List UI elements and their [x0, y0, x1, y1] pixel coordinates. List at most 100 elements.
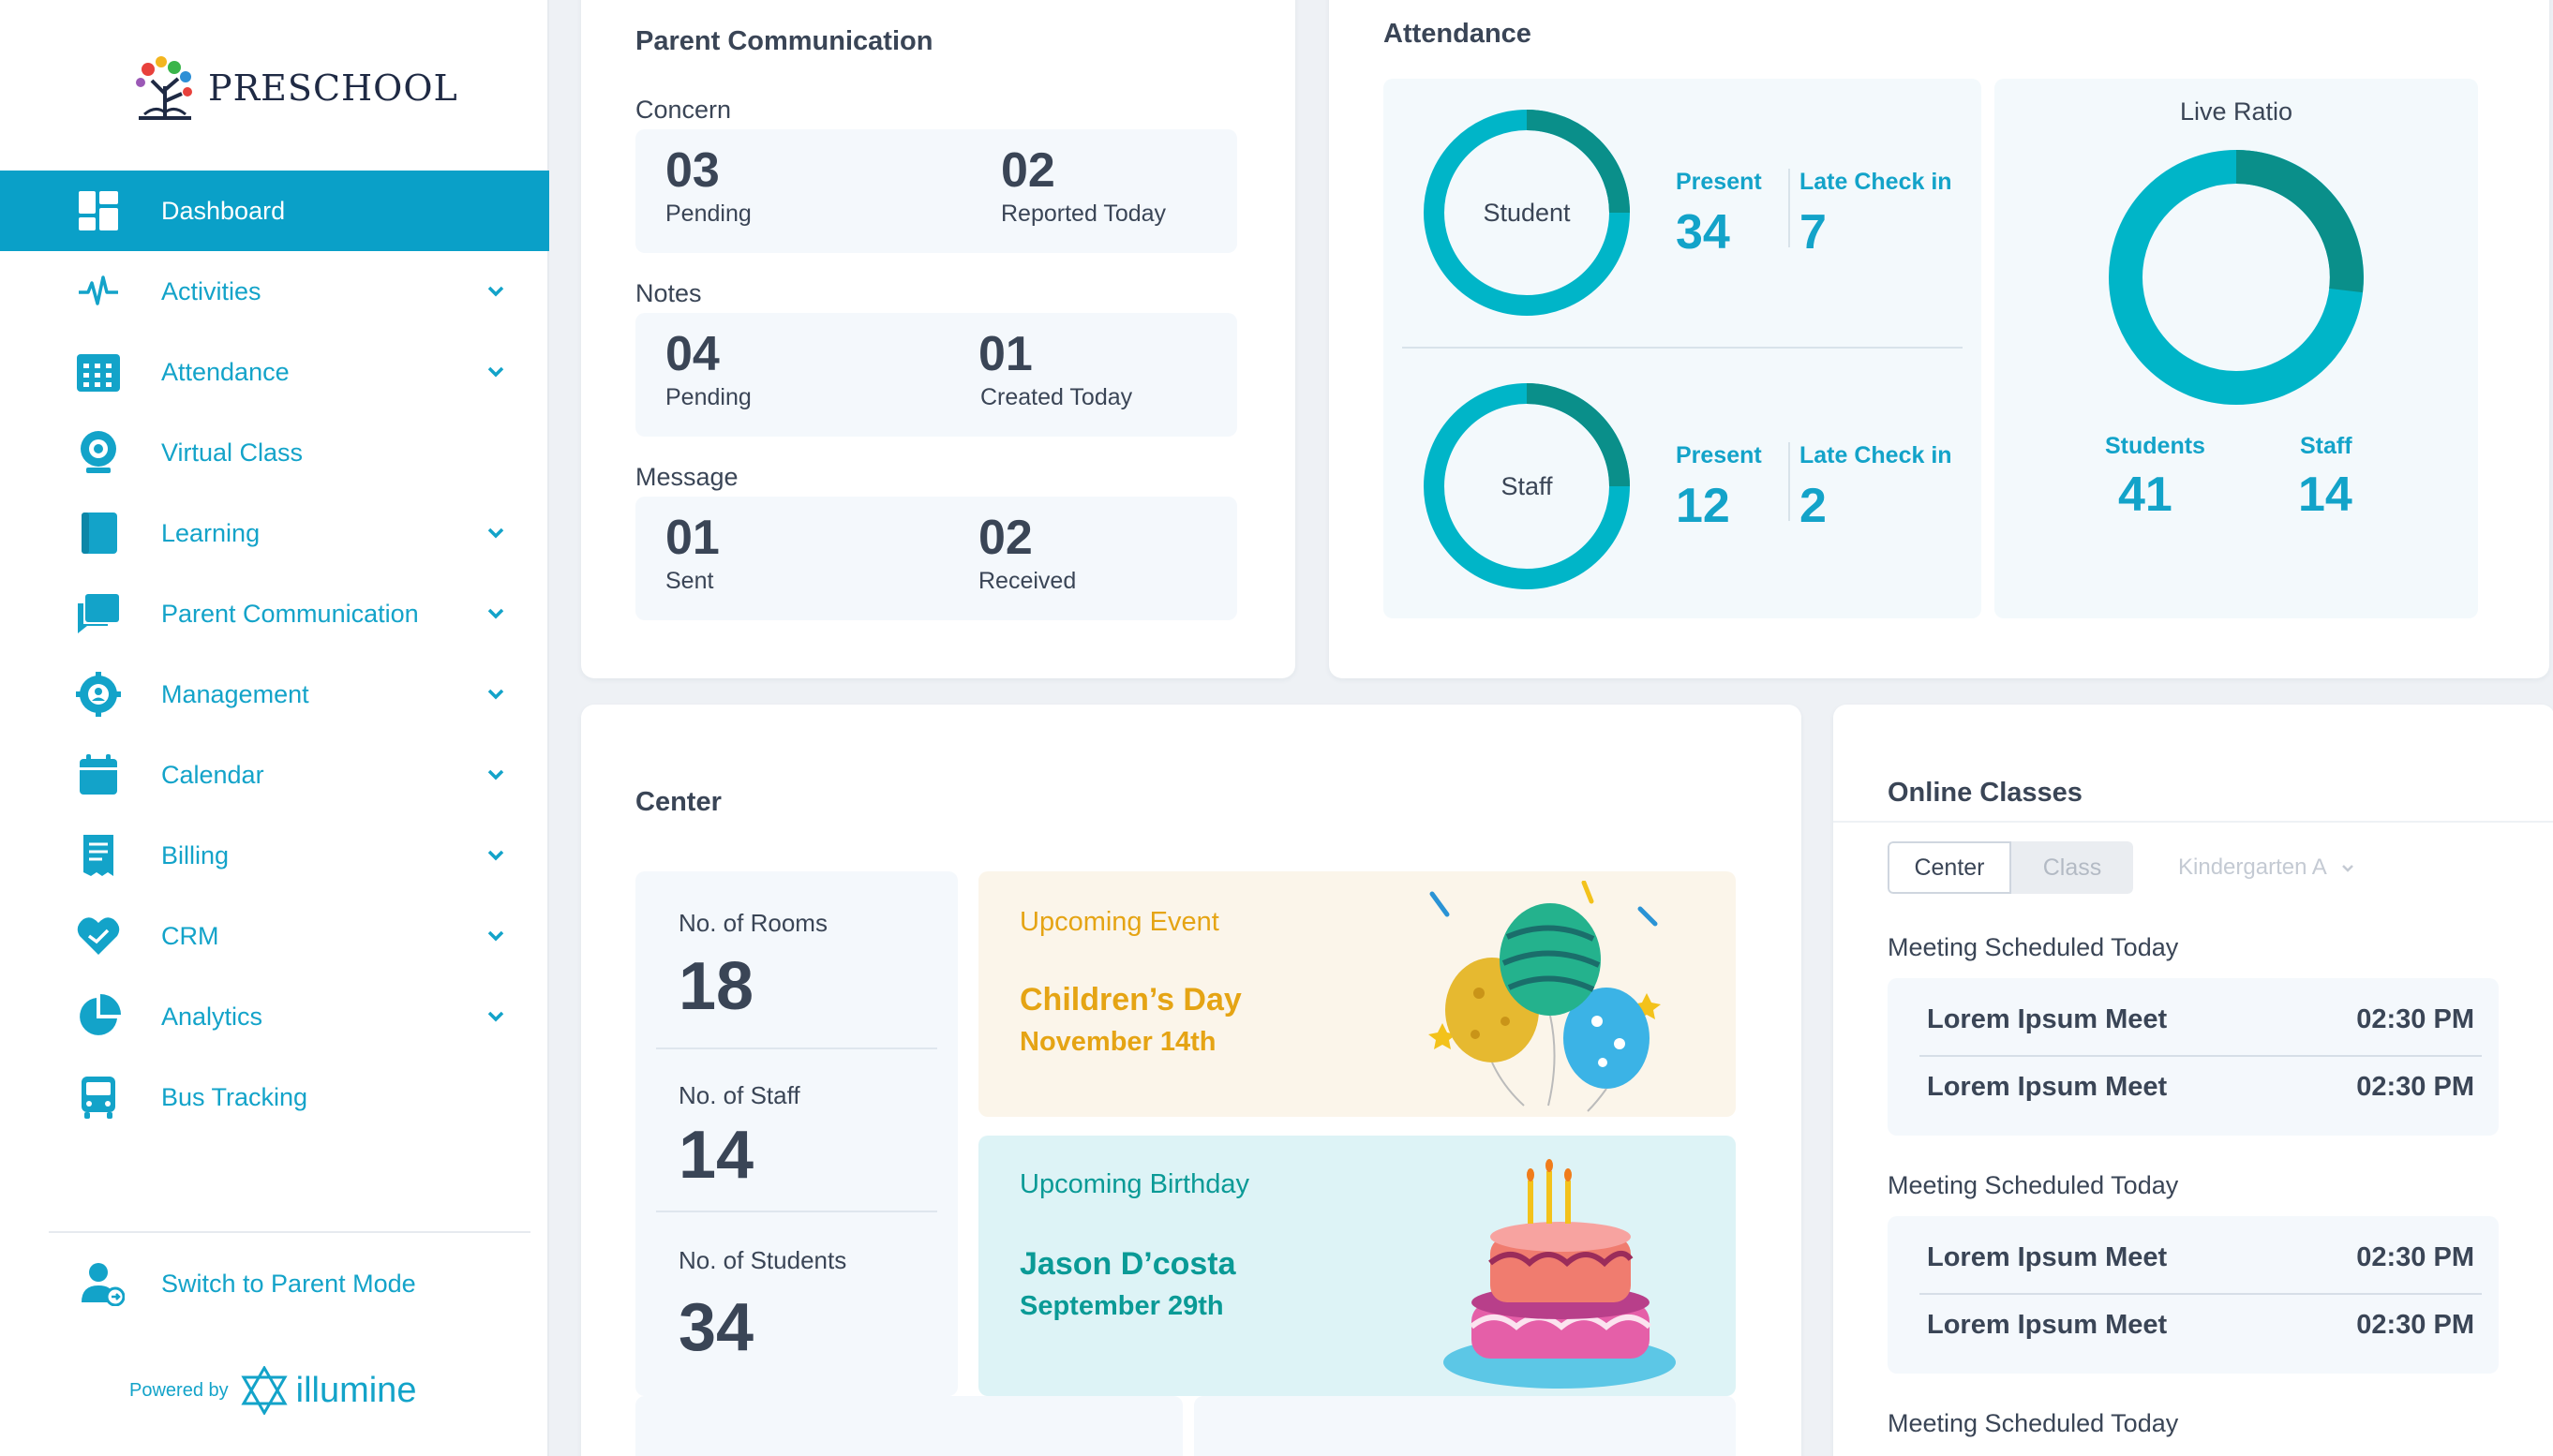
stat-divider [656, 1047, 937, 1049]
live-students-value: 41 [2118, 468, 2172, 522]
sidebar-item-label: Management [161, 679, 309, 708]
sidebar-item-virtual-class[interactable]: Virtual Class [0, 412, 549, 493]
separator [1788, 442, 1790, 521]
powered-brand: illumine [295, 1370, 417, 1410]
live-ratio-donut [2109, 150, 2364, 405]
online-classes-card: Online Classes Center Class Kindergarten… [1833, 705, 2553, 1456]
attendance-panel: Student Present 34 Late Check in 7 Staff… [1383, 79, 1981, 618]
sidebar-item-activities[interactable]: Activities [0, 251, 549, 332]
notes-label: Notes [635, 279, 702, 307]
meeting-time: 02:30 PM [2356, 1071, 2474, 1102]
birthday-heading: Upcoming Birthday [1020, 1169, 1249, 1199]
card-title: Center [635, 787, 722, 817]
sidebar-item-label: Learning [161, 518, 261, 547]
illumine-logo-icon [241, 1366, 288, 1415]
concern-box[interactable]: 03 Pending 02 Reported Today [635, 129, 1237, 253]
message-received-value: 02 [978, 511, 1033, 565]
student-donut-label: Student [1483, 199, 1571, 227]
notes-created-caption: Created Today [980, 384, 1133, 410]
meeting-time: 02:30 PM [2356, 1309, 2474, 1340]
center-bottom-box [1194, 1396, 1736, 1456]
panel-divider [1402, 347, 1963, 349]
notes-box[interactable]: 04 Pending 01 Created Today [635, 313, 1237, 437]
birthday-name: Jason D’costa [1020, 1246, 1236, 1282]
meeting-section-label: Meeting Scheduled Today [1888, 1171, 2179, 1199]
sidebar-item-bus-tracking[interactable]: Bus Tracking [0, 1057, 549, 1137]
concern-reported-caption: Reported Today [1001, 201, 1167, 227]
meeting-row[interactable]: Lorem Ipsum Meet 02:30 PM [1927, 989, 2474, 1049]
upcoming-event-card[interactable]: Upcoming Event Children’s Day November 1… [978, 871, 1736, 1117]
sidebar-nav: Dashboard Activities Attendance Virtual … [0, 171, 549, 1137]
chevron-down-icon[interactable] [484, 602, 508, 626]
staff-present-label: Present [1676, 442, 1762, 468]
tab-center[interactable]: Center [1888, 841, 2011, 894]
meeting-row[interactable]: Lorem Ipsum Meet 02:30 PM [1927, 1295, 2474, 1355]
student-donut [1424, 110, 1630, 316]
sidebar-item-label: Bus Tracking [161, 1082, 308, 1111]
student-present-value: 34 [1676, 205, 1730, 260]
chevron-down-icon[interactable] [484, 279, 508, 304]
bus-icon [75, 1074, 122, 1121]
staff-present-value: 12 [1676, 479, 1730, 533]
sidebar-item-label: Parent Communication [161, 599, 419, 628]
message-label: Message [635, 463, 739, 491]
sidebar-item-learning[interactable]: Learning [0, 493, 549, 573]
staff-count-value: 14 [679, 1118, 754, 1193]
birthday-cake-icon [1443, 1159, 1676, 1389]
logo[interactable]: PRESCHOOL [127, 51, 458, 126]
student-late-value: 7 [1799, 205, 1827, 260]
sidebar: PRESCHOOL Dashboard Activities Attendanc… [0, 0, 549, 1456]
chevron-down-icon [2342, 864, 2354, 872]
sidebar-item-management[interactable]: Management [0, 654, 549, 735]
pulse-icon [75, 268, 122, 315]
staff-late-label: Late Check in [1799, 442, 1952, 468]
chevron-down-icon[interactable] [484, 521, 508, 545]
live-staff-label: Staff [2300, 433, 2352, 459]
sidebar-item-parent-communication[interactable]: Parent Communication [0, 573, 549, 654]
sidebar-item-label: Analytics [161, 1002, 263, 1031]
switch-to-parent-mode-button[interactable]: Switch to Parent Mode [0, 1246, 549, 1321]
meeting-row[interactable]: Lorem Ipsum Meet 02:30 PM [1927, 1057, 2474, 1117]
chevron-down-icon[interactable] [484, 1004, 508, 1029]
stat-divider [656, 1211, 937, 1212]
message-box[interactable]: 01 Sent 02 Received [635, 497, 1237, 620]
rooms-label: No. of Rooms [679, 909, 828, 937]
notes-pending-caption: Pending [665, 384, 752, 410]
sidebar-item-label: Virtual Class [161, 438, 304, 467]
class-filter-dropdown[interactable]: Kindergarten A [2178, 854, 2356, 881]
book-icon [75, 510, 122, 557]
sidebar-item-label: Calendar [161, 760, 264, 789]
brand-name: PRESCHOOL [208, 67, 458, 109]
class-filter-value: Kindergarten A [2178, 854, 2326, 880]
calendar-grid-icon [75, 349, 122, 395]
sidebar-item-attendance[interactable]: Attendance [0, 332, 549, 412]
sidebar-item-dashboard[interactable]: Dashboard [0, 171, 549, 251]
center-card: Center No. of Rooms 18 No. of Staff 14 N… [581, 705, 1801, 1456]
card-title: Online Classes [1888, 778, 2083, 808]
sidebar-item-calendar[interactable]: Calendar [0, 735, 549, 815]
sidebar-item-billing[interactable]: Billing [0, 815, 549, 896]
students-count-label: No. of Students [679, 1246, 847, 1274]
card-title: Attendance [1383, 19, 1531, 49]
chevron-down-icon[interactable] [484, 682, 508, 706]
chevron-down-icon[interactable] [484, 843, 508, 868]
row-divider [1919, 1055, 2482, 1057]
student-late-label: Late Check in [1799, 169, 1952, 195]
sidebar-item-crm[interactable]: CRM [0, 896, 549, 976]
event-title: Children’s Day [1020, 982, 1242, 1018]
balloons-icon [1428, 881, 1661, 1112]
meeting-name: Lorem Ipsum Meet [1927, 1309, 2168, 1340]
chevron-down-icon[interactable] [484, 924, 508, 948]
chevron-down-icon[interactable] [484, 360, 508, 384]
tab-class[interactable]: Class [2011, 841, 2133, 894]
birthday-date: September 29th [1020, 1291, 1224, 1321]
chevron-down-icon[interactable] [484, 763, 508, 787]
message-sent-value: 01 [665, 511, 720, 565]
staff-count-label: No. of Staff [679, 1081, 800, 1109]
notes-created-value: 01 [978, 327, 1033, 381]
upcoming-birthday-card[interactable]: Upcoming Birthday Jason D’costa Septembe… [978, 1136, 1736, 1396]
sidebar-item-analytics[interactable]: Analytics [0, 976, 549, 1057]
sidebar-item-label: Activities [161, 276, 261, 305]
meeting-row[interactable]: Lorem Ipsum Meet 02:30 PM [1927, 1227, 2474, 1287]
meeting-time: 02:30 PM [2356, 1241, 2474, 1272]
